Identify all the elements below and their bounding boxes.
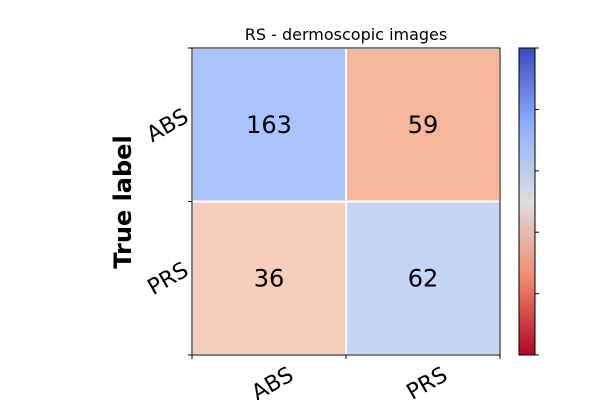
chart-title: RS - dermoscopic images xyxy=(245,25,447,44)
cell-value-0-0: 163 xyxy=(246,111,292,139)
colorbar xyxy=(518,47,539,356)
cell-value-0-1: 59 xyxy=(408,111,439,139)
x-ticks: ABS PRS xyxy=(191,355,501,400)
y-tick-label: PRS xyxy=(144,258,193,301)
heatmap-cell-1-1 xyxy=(345,200,501,356)
colorbar-gradient xyxy=(518,47,536,356)
colorbar-ticks xyxy=(535,47,539,356)
heatmap-cell-1-0 xyxy=(191,200,347,356)
x-tick-label: ABS xyxy=(248,363,298,400)
cell-value-1-1: 62 xyxy=(408,264,439,292)
x-tick-label: PRS xyxy=(403,363,452,400)
heatmap-cell-0-0 xyxy=(191,47,347,203)
y-tick-label: ABS xyxy=(143,104,193,148)
y-ticks: ABS PRS xyxy=(143,47,193,356)
cell-value-1-0: 36 xyxy=(254,264,285,292)
y-axis-label: True label xyxy=(109,135,137,268)
heatmap-cells: 163 59 36 62 xyxy=(191,47,501,356)
heatmap-cell-0-1 xyxy=(345,47,501,203)
